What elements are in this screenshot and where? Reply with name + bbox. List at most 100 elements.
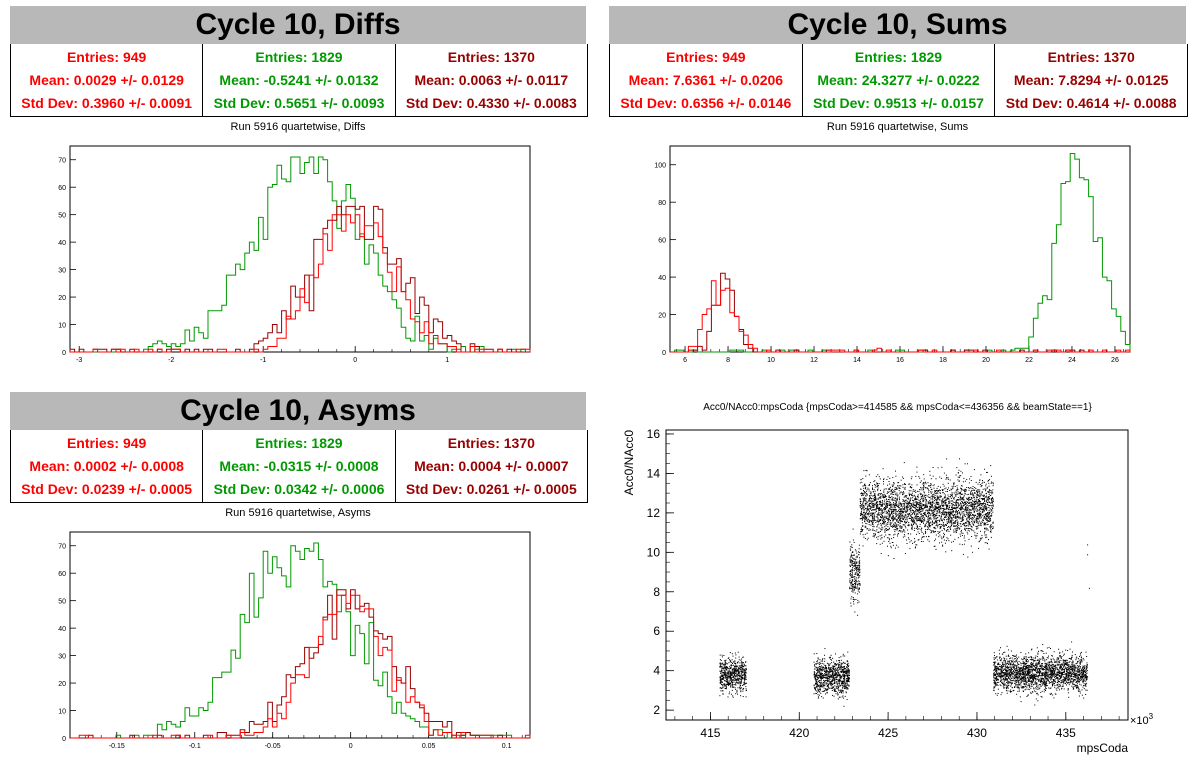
scatter-point <box>851 574 853 576</box>
scatter-point <box>863 518 865 520</box>
scatter-point <box>952 501 954 503</box>
scatter-point <box>904 517 905 519</box>
scatter-point <box>971 522 973 524</box>
scatter-point <box>922 540 924 542</box>
scatter-point <box>817 671 819 673</box>
scatter-point <box>842 680 844 682</box>
scatter-point <box>871 523 873 525</box>
scatter-point <box>813 671 815 673</box>
mean-label: Mean: -0.5241 +/- 0.0132 <box>219 71 379 88</box>
scatter-point <box>942 492 944 494</box>
scatter-point <box>854 559 856 561</box>
scatter-point <box>968 520 970 522</box>
scatter-point <box>928 522 930 524</box>
scatter-point <box>860 504 862 506</box>
scatter-point <box>932 475 934 477</box>
scatter-point <box>831 669 832 671</box>
scatter-point <box>991 497 993 499</box>
scatter-point <box>942 544 944 546</box>
scatter-point <box>945 512 947 514</box>
scatter-point <box>931 488 933 490</box>
scatter-point <box>932 467 934 468</box>
scatter-point <box>908 514 910 516</box>
scatter-point <box>872 518 874 520</box>
scatter-point <box>852 554 854 556</box>
scatter-point <box>725 668 727 670</box>
scatter-point <box>945 551 947 553</box>
scatter-point <box>957 499 959 501</box>
scatter-point <box>893 484 895 486</box>
scatter-point <box>875 499 877 501</box>
scatter-point <box>970 513 971 515</box>
scatter-point <box>913 506 915 508</box>
scatter-point <box>971 503 973 505</box>
scatter-point <box>736 675 738 677</box>
scatter-point <box>839 680 840 681</box>
scatter-point <box>934 545 936 547</box>
scatter-point <box>879 543 881 545</box>
scatter-point <box>868 500 870 502</box>
scatter-point <box>915 523 917 525</box>
scatter-point <box>957 527 959 529</box>
x-tick-label: 6 <box>683 357 687 364</box>
scatter-point <box>902 476 903 478</box>
scatter-point <box>846 673 848 675</box>
scatter-point <box>892 507 894 509</box>
scatter-point <box>731 671 733 673</box>
scatter-point <box>907 501 909 503</box>
scatter-point <box>902 477 904 479</box>
scatter-point <box>972 500 974 502</box>
scatter-point <box>823 685 825 687</box>
scatter-point <box>937 501 939 503</box>
scatter-point <box>842 678 844 680</box>
scatter-point <box>986 497 988 499</box>
scatter-point <box>826 690 828 692</box>
scatter-point <box>904 483 906 485</box>
scatter-point <box>865 485 867 487</box>
scatter-point <box>899 485 901 487</box>
scatter-point <box>936 517 938 519</box>
scatter-point <box>884 521 886 523</box>
scatter-point <box>949 500 951 502</box>
scatter-point <box>883 536 885 538</box>
scatter-point <box>742 668 744 670</box>
scatter-point <box>823 677 825 679</box>
scatter-point <box>922 517 923 519</box>
scatter-point <box>729 691 731 693</box>
scatter-point <box>964 540 966 542</box>
scatter-point <box>987 504 989 506</box>
scatter-point <box>969 496 971 498</box>
scatter-point <box>977 496 978 498</box>
scatter-point <box>870 524 872 526</box>
scatter-point <box>853 590 855 592</box>
scatter-point <box>877 536 879 538</box>
scatter-point <box>860 501 862 503</box>
scatter-point <box>988 501 990 503</box>
scatter-point <box>916 519 918 520</box>
scatter-point <box>935 506 937 508</box>
scatter-point <box>829 667 831 669</box>
scatter-point <box>728 674 730 676</box>
scatter-point <box>860 488 862 490</box>
scatter-point <box>966 531 968 533</box>
scatter-point <box>861 493 863 495</box>
scatter-point <box>723 678 725 680</box>
scatter-point <box>827 680 829 682</box>
scatter-point <box>738 678 740 679</box>
scatter-point <box>889 507 891 509</box>
scatter-point <box>980 474 982 476</box>
scatter-point <box>742 657 744 658</box>
scatter-point <box>916 506 917 508</box>
scatter-point <box>975 510 977 512</box>
scatter-point <box>722 678 724 680</box>
scatter-point <box>969 511 971 513</box>
scatter-point <box>947 489 949 490</box>
scatter-point <box>957 517 959 519</box>
scatter-point <box>739 671 740 673</box>
y-tick-label: 10 <box>58 709 66 716</box>
y-tick-label: 40 <box>58 240 66 247</box>
scatter-point <box>941 524 943 526</box>
scatter-point <box>726 678 728 680</box>
scatter-point <box>943 511 945 513</box>
scatter-point <box>912 518 914 520</box>
